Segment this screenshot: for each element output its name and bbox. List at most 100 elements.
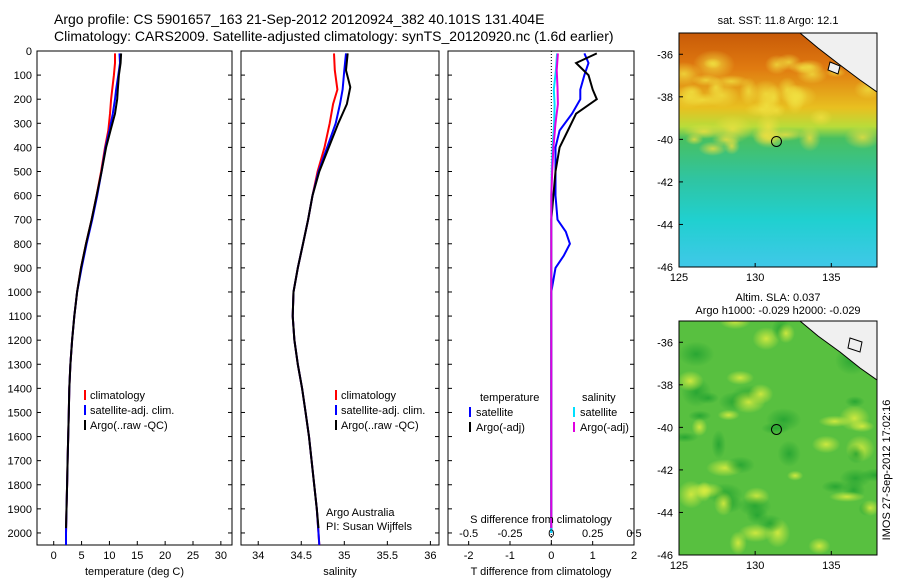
y-tick-label: 1600	[8, 432, 32, 444]
sla-texture-patch	[726, 370, 754, 385]
x-tick-label: 0	[51, 550, 57, 562]
sla-texture-patch	[738, 523, 773, 543]
x-tick-label: 20	[159, 550, 171, 562]
annotation-line: Argo Australia	[326, 507, 395, 519]
sla-texture-patch	[849, 420, 875, 433]
x-tick-label: -2	[464, 550, 474, 562]
sla-texture-patch	[777, 323, 795, 344]
figure-title-line-1: Argo profile: CS 5901657_163 21-Sep-2012…	[54, 11, 545, 27]
australia-coastline-sla	[799, 321, 877, 381]
x-tick-label: -1	[505, 550, 515, 562]
sla-texture-patch	[860, 499, 877, 516]
sla-map-title: Altim. SLA: 0.037	[736, 292, 821, 304]
sst-texture-patch	[844, 126, 877, 149]
sst-texture-patch	[712, 114, 753, 144]
map-y-tick-label: -36	[657, 49, 673, 61]
series-line-argo-raw-qc-	[291, 53, 352, 529]
x-tick-label: 10	[103, 550, 115, 562]
sst-texture-patch	[755, 112, 782, 141]
salinity-plot-frame	[240, 50, 440, 546]
y-tick-label: 1900	[8, 504, 32, 516]
map-y-tick-label: -42	[657, 177, 673, 189]
x-tick-label: 34.5	[291, 550, 312, 562]
map-y-tick-label: -36	[657, 337, 673, 349]
sla-texture-patch	[748, 383, 774, 405]
sst-texture-patch	[685, 133, 704, 145]
x-axis-label: temperature (deg C)	[85, 566, 184, 578]
sla-texture-patch	[811, 435, 841, 454]
sla-map-panel: Altim. SLA: 0.037 Argo h1000: -0.029 h20…	[657, 292, 878, 572]
sst-texture-patch	[764, 54, 789, 75]
y-tick-label: 1300	[8, 359, 32, 371]
map-x-tick-label: 125	[670, 560, 688, 572]
top-axis-tick-label: -0.5	[459, 528, 478, 540]
map-y-tick-label: -38	[657, 92, 673, 104]
sla-texture-patch	[679, 370, 704, 392]
difference-plot-frame	[447, 50, 635, 546]
top-axis-tick-label: 0.25	[582, 528, 603, 540]
island-shape-sla	[847, 337, 863, 353]
sla-texture-patch	[761, 422, 790, 435]
sst-map-frame	[678, 32, 878, 268]
sla-texture-patch	[818, 415, 851, 428]
sla-texture-patch	[808, 537, 831, 555]
x-tick-label: 35	[338, 550, 350, 562]
sla-texture-patch	[691, 418, 708, 437]
sla-texture-patch	[829, 491, 865, 502]
series-line-argo-raw-qc-	[65, 53, 123, 529]
map-x-tick-label: 130	[746, 272, 764, 284]
y-tick-label: 2000	[8, 528, 32, 540]
y-tick-label: 1500	[8, 407, 32, 419]
map-y-tick-label: -44	[657, 219, 673, 231]
x-tick-label: 0	[548, 550, 554, 562]
sst-texture-patch	[680, 84, 703, 100]
map-y-tick-label: -46	[657, 262, 673, 274]
legend-label: satellite	[580, 407, 617, 419]
temperature-plot-frame	[36, 50, 233, 546]
sla-map-subtitle: Argo h1000: -0.029 h2000: -0.029	[695, 305, 860, 317]
y-tick-label: 200	[14, 94, 32, 106]
legend-label: Argo(-adj)	[476, 422, 525, 434]
map-x-tick-label: 135	[822, 272, 840, 284]
y-tick-label: 500	[14, 166, 32, 178]
sla-texture-patch	[777, 440, 801, 467]
australia-coastline	[799, 33, 877, 93]
map-x-tick-label: 125	[670, 272, 688, 284]
difference-panel: -2 -1 0 1 2 T difference from climatology temp…	[447, 50, 642, 578]
y-tick-label: 300	[14, 118, 32, 130]
legend-header-temperature: temperature	[480, 392, 539, 404]
x-axis-label: T difference from climatology	[471, 566, 612, 578]
sst-texture-patch	[679, 61, 702, 86]
legend-label: Argo(-adj)	[580, 422, 629, 434]
sla-map-frame	[678, 320, 878, 556]
map-x-tick-label: 135	[822, 560, 840, 572]
sla-texture-patch	[717, 409, 740, 421]
sla-texture-patch	[686, 482, 725, 499]
x-tick-label: 1	[590, 550, 596, 562]
sla-texture-patch	[688, 410, 712, 422]
sst-texture-patch	[798, 124, 821, 152]
sst-map-field	[679, 33, 877, 267]
y-tick-label: 700	[14, 215, 32, 227]
sla-map-field	[679, 321, 877, 555]
series-line-s-argo-adj-	[550, 53, 559, 529]
top-axis-tick-label: 0	[548, 528, 554, 540]
annotation-line: PI: Susan Wijffels	[326, 521, 412, 533]
x-tick-label: 30	[215, 550, 227, 562]
sst-texture-patch	[723, 137, 740, 155]
x-tick-label: 34	[252, 550, 264, 562]
legend-label: Argo(..raw -QC)	[341, 420, 419, 432]
legend-label: satellite	[476, 407, 513, 419]
map-y-tick-label: -38	[657, 380, 673, 392]
sla-texture-patch	[679, 432, 699, 443]
island-shape	[827, 61, 841, 75]
y-tick-label: 0	[26, 46, 32, 58]
sst-map-panel: sat. SST: 11.8 Argo: 12.1 125 130 135 -36 -3…	[657, 15, 878, 284]
legend-label: climatology	[90, 390, 146, 402]
map-y-tick-label: -40	[657, 422, 673, 434]
x-tick-label: 36	[424, 550, 436, 562]
figure-title-line-2: Climatology: CARS2009. Satellite-adjuste…	[54, 28, 614, 44]
map-y-tick-label: -46	[657, 550, 673, 562]
top-axis-tick-label: 0.5	[626, 528, 641, 540]
